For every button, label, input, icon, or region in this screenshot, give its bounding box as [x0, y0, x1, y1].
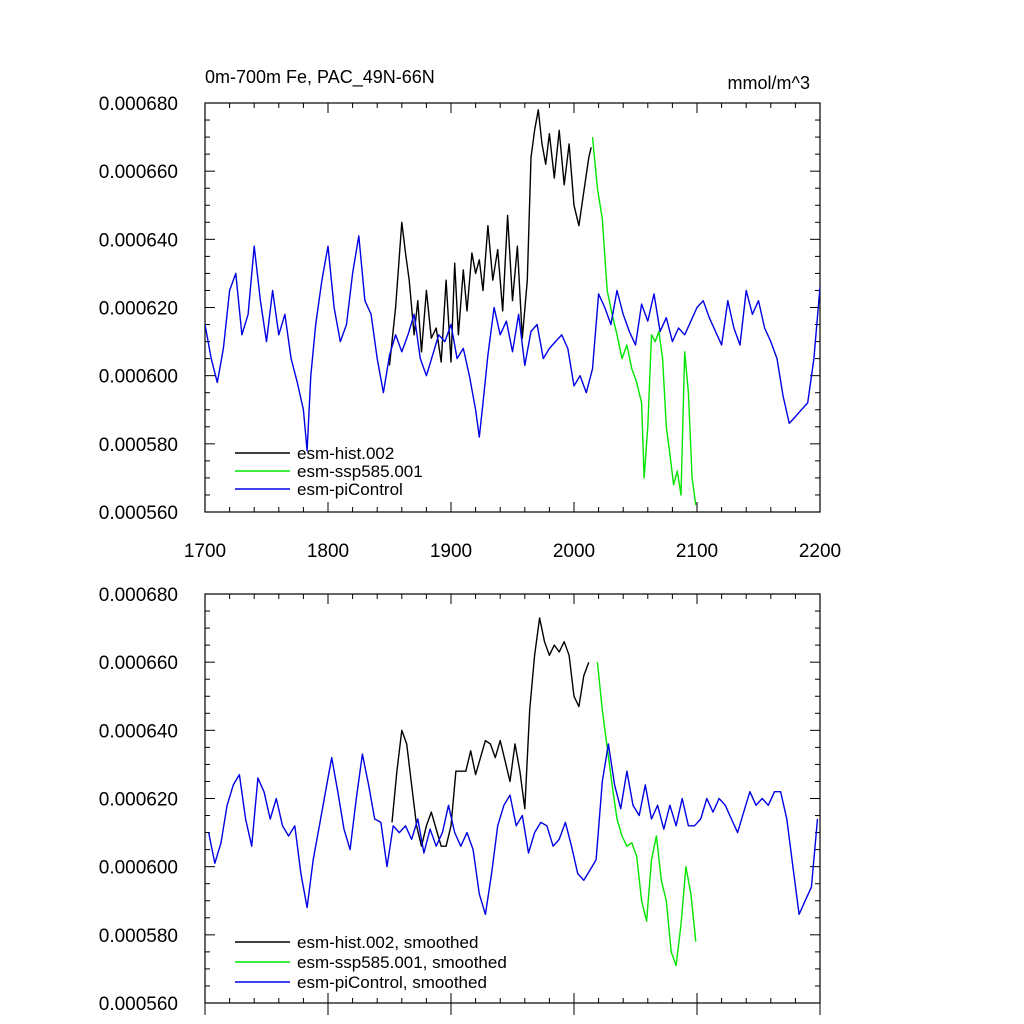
y-tick-label: 0.000600 [99, 367, 178, 388]
series-line-3 [208, 743, 819, 916]
series-lines [205, 109, 820, 506]
chart-panel-1: 0.000560 0.000580 0.000600 0.000620 0.000640… [99, 67, 841, 562]
series-line-3 [205, 235, 820, 452]
y-tick-label: 0.000680 [99, 585, 178, 606]
y-tick-label: 0.000640 [99, 721, 178, 742]
series-lines [208, 617, 819, 967]
y-tick-label: 0.000620 [99, 299, 178, 320]
series-line-1 [391, 617, 590, 847]
chart-panel-2: 0.000560 0.000580 0.000600 0.000620 0.000640… [99, 585, 821, 1015]
x-axis-ticks [204, 103, 821, 512]
y-tick-label: 0.000640 [99, 230, 178, 251]
chart-title: 0m-700m Fe, PAC_49N-66N [205, 67, 435, 88]
y-tick-label: 0.000680 [99, 94, 178, 115]
y-tick-label: 0.000560 [99, 994, 178, 1015]
legend-label: esm-ssp585.001 [297, 462, 423, 481]
y-tick-label: 0.000660 [99, 162, 178, 183]
y-axis-ticks [205, 593, 820, 1004]
x-tick-label: 2100 [676, 541, 718, 562]
y-tick-label: 0.000560 [99, 503, 178, 524]
y-tick-label: 0.000660 [99, 653, 178, 674]
x-tick-label: 2200 [799, 541, 841, 562]
y-tick-label: 0.000580 [99, 926, 178, 947]
legend-label: esm-piControl, smoothed [297, 973, 487, 992]
series-line-1 [388, 109, 592, 366]
x-tick-label: 1700 [184, 541, 226, 562]
legend-label: esm-ssp585.001, smoothed [297, 953, 507, 972]
x-axis-ticks [204, 594, 821, 1015]
x-tick-label: 1900 [430, 541, 472, 562]
series-line-2 [591, 137, 697, 506]
x-tick-label: 2000 [553, 541, 595, 562]
chart-units: mmol/m^3 [728, 73, 810, 93]
y-tick-label: 0.000620 [99, 790, 178, 811]
y-tick-label: 0.000580 [99, 435, 178, 456]
y-tick-label: 0.000600 [99, 858, 178, 879]
x-tick-label: 1800 [307, 541, 349, 562]
y-axis-ticks [205, 102, 820, 513]
series-line-2 [596, 662, 697, 967]
legend-label: esm-piControl [297, 480, 403, 499]
legend-label: esm-hist.002, smoothed [297, 933, 478, 952]
legend-label: esm-hist.002 [297, 444, 394, 463]
